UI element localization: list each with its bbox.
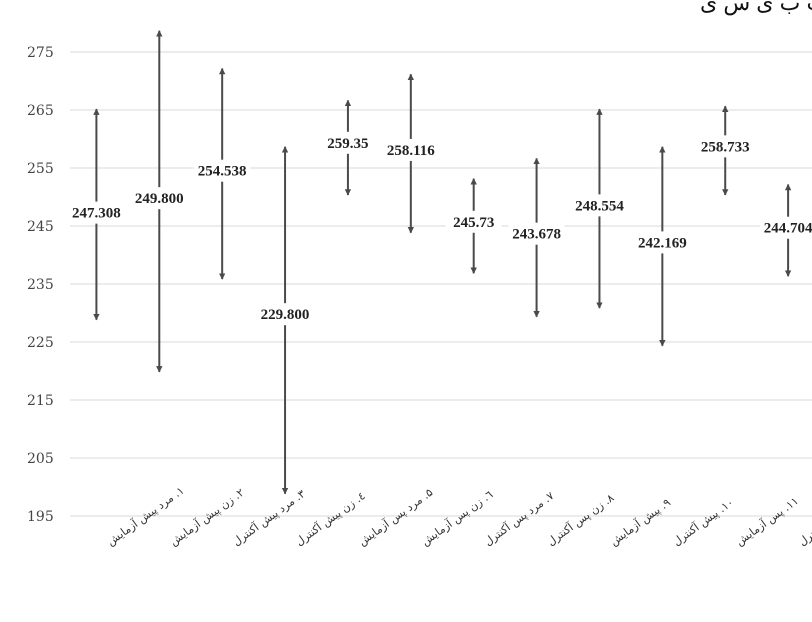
data-label: 242.169	[638, 235, 687, 251]
header-fragment: ب ب ی س ی	[700, 0, 812, 16]
y-tick-label: 255	[27, 161, 54, 177]
data-label: 243.678	[512, 227, 561, 243]
data-label: 245.73	[453, 215, 494, 231]
data-label-bg	[257, 303, 314, 326]
y-tick-label: 245	[27, 219, 54, 235]
data-label-bg	[131, 187, 188, 210]
gridlines	[70, 51, 812, 517]
y-tick-label: 225	[27, 335, 54, 351]
data-label-bg	[68, 201, 125, 224]
data-label-bg	[508, 222, 565, 245]
data-label: 244.704	[764, 221, 812, 237]
x-tick-label: ۱۰. پیش آکنترل	[670, 495, 736, 548]
data-label: 258.116	[387, 143, 435, 159]
data-label-bg	[319, 131, 376, 154]
y-tick-label: 235	[27, 277, 54, 293]
data-label-bg	[194, 159, 251, 182]
data-label-bg	[634, 231, 691, 254]
data-label-bg	[571, 194, 628, 217]
data-label: 248.554	[575, 198, 624, 214]
y-tick-label: 195	[27, 509, 54, 525]
data-label: 259.35	[327, 136, 368, 152]
data-label-bg	[760, 216, 812, 239]
plot-area: 247.308 249.800 254.538 229.800 259.35 258.11…	[68, 30, 812, 495]
data-label-bg	[445, 210, 502, 233]
y-tick-label: 275	[27, 45, 54, 61]
data-label: 229.800	[261, 307, 310, 323]
y-tick-label: 265	[27, 103, 54, 119]
data-label-bg	[382, 138, 439, 161]
y-tick-label: 215	[27, 393, 54, 409]
data-label: 258.733	[701, 139, 750, 155]
data-label: 249.800	[135, 191, 184, 207]
x-tick-label: ۹. پیش آزمایش	[607, 495, 673, 548]
y-axis: 195 205 215 225 235 245 255 265 275	[27, 45, 54, 525]
y-tick-label: 205	[27, 451, 54, 467]
data-label: 254.538	[198, 164, 247, 180]
x-tick-label: ۱۱. پس آزمایش	[733, 494, 801, 549]
data-label-bg	[697, 135, 754, 158]
data-label: 247.308	[72, 206, 121, 222]
